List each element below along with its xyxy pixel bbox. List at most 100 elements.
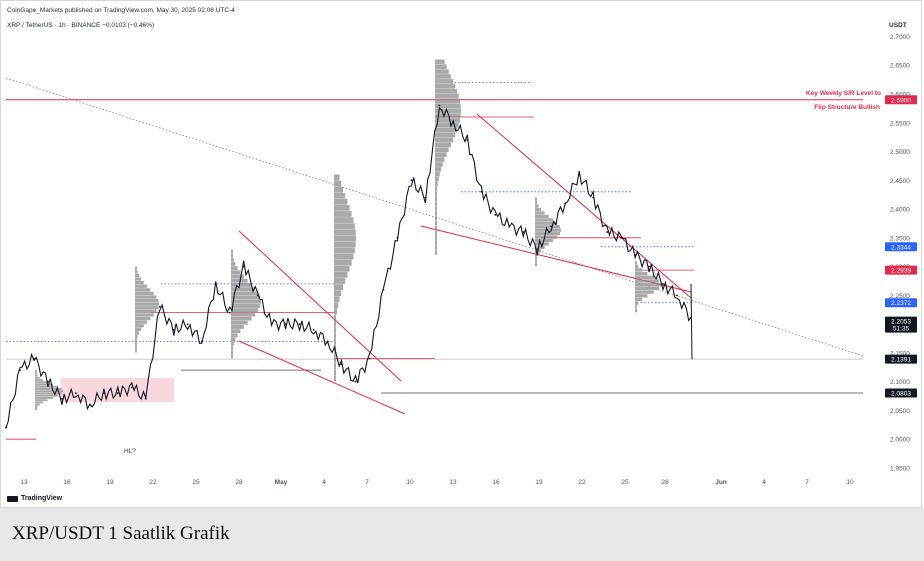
volume-profile-bar xyxy=(435,176,439,182)
volume-profile-bar xyxy=(334,272,348,278)
volume-profile-bar xyxy=(535,242,549,246)
volume-profile-bar xyxy=(135,291,154,296)
volume-profile-bar xyxy=(334,211,352,217)
price-chart[interactable]: 2.7000 2.6500 2.6000 2.5500 2.5000 2.4500 2.40… xyxy=(1,1,923,509)
badge-blue-upper xyxy=(885,242,917,252)
volume-profile-bar xyxy=(435,206,437,211)
volume-profile-bar xyxy=(135,302,159,306)
price-point xyxy=(19,369,21,372)
volume-profile-bar xyxy=(334,363,336,370)
volume-profile-bar xyxy=(435,250,437,255)
volume-profile-bar xyxy=(135,298,159,303)
price-series xyxy=(5,106,692,428)
volume-profile-bar xyxy=(535,225,560,229)
volume-profile-bar xyxy=(231,274,244,279)
volume-profile-bar xyxy=(435,88,458,94)
volume-profile-bar xyxy=(334,296,340,303)
volume-profile-bar xyxy=(334,180,342,187)
price-point xyxy=(312,328,315,331)
wedge-right-upper xyxy=(476,113,692,299)
price-point xyxy=(256,294,259,297)
price-point xyxy=(298,323,301,326)
time-tick-label: 4 xyxy=(762,479,766,486)
volume-profile-bar xyxy=(135,349,137,353)
volume-profile-bar xyxy=(334,375,336,382)
price-point xyxy=(606,231,609,233)
volume-profile-bar xyxy=(35,394,58,397)
volume-profile-bar xyxy=(231,270,241,275)
volume-profile-bar xyxy=(334,241,356,248)
volume-profile-bar xyxy=(231,261,236,266)
volume-profile-bar xyxy=(334,259,352,266)
volume-profile-bar xyxy=(535,221,558,225)
price-point xyxy=(648,265,650,268)
currency-label: USDT xyxy=(889,22,907,29)
volume-profile-bar xyxy=(35,388,62,390)
volume-profile-bar xyxy=(334,302,339,309)
volume-profile-bar xyxy=(435,171,440,177)
volume-profile-bar xyxy=(435,220,437,226)
volume-profile-bar xyxy=(535,256,538,260)
price-point xyxy=(326,340,329,343)
price-point xyxy=(130,386,133,389)
volume-profile-bar xyxy=(635,294,648,298)
caption-bar: XRP/USDT 1 Saatlik Grafik xyxy=(0,508,924,561)
volume-profile-bar xyxy=(334,235,356,242)
badge-red-current xyxy=(885,265,917,275)
volume-profile-bar xyxy=(435,181,438,187)
price-point xyxy=(200,340,203,343)
volume-profile-bar xyxy=(135,266,137,270)
volume-profile-bar xyxy=(535,232,560,236)
volume-profile-bar xyxy=(334,265,350,272)
price-point xyxy=(662,282,664,285)
wedge-left-lower xyxy=(238,340,406,415)
volume-profile-bar xyxy=(635,301,639,305)
time-tick-label: 28 xyxy=(661,479,669,486)
volume-profile-bar xyxy=(435,201,437,206)
volume-profile-bar xyxy=(35,403,40,406)
volume-profile-bar xyxy=(35,385,58,388)
volume-profile-bar xyxy=(135,324,144,328)
volume-profile-bar xyxy=(435,186,438,192)
volume-profile-bar xyxy=(334,332,336,339)
price-point xyxy=(144,398,147,400)
price-point xyxy=(536,248,539,251)
volume-profile-bar xyxy=(35,405,38,408)
time-tick-label: 22 xyxy=(149,479,157,486)
volume-profile-bar xyxy=(231,249,233,254)
volume-profile-bar xyxy=(334,320,336,327)
volume-profile-bar xyxy=(535,197,537,201)
volume-profile-bar xyxy=(231,325,244,329)
volume-profile-bar xyxy=(231,299,261,304)
badge-low-2-text: 2.0803 xyxy=(891,390,911,397)
price-point xyxy=(508,225,511,228)
price-point xyxy=(61,398,63,400)
volume-profile-bar xyxy=(35,376,40,379)
volume-profile-bar xyxy=(535,245,545,250)
volume-profile-bar xyxy=(334,357,336,364)
volume-profile-bar xyxy=(635,308,637,313)
volume-profile-bar xyxy=(435,196,437,201)
key-level-annotation-1: Key Weekly S/R Level to xyxy=(806,90,881,97)
volume-profile-bar xyxy=(435,69,449,74)
volume-profile-bar xyxy=(35,401,44,404)
volume-profile-bar xyxy=(231,350,233,355)
volume-profile-bar xyxy=(535,263,537,267)
time-tick-label: 10 xyxy=(406,479,414,486)
volume-profile-bar xyxy=(231,341,234,346)
volume-profile-bar xyxy=(135,316,151,321)
volume-profile-bar xyxy=(435,59,445,65)
price-point xyxy=(368,357,371,360)
volume-profile-bar xyxy=(231,257,234,262)
time-tick-label: 19 xyxy=(535,479,543,486)
price-point xyxy=(466,139,469,141)
volume-profile-bar xyxy=(435,64,447,69)
volume-profile-bar xyxy=(135,270,138,274)
price-tick-label: 2.4000 xyxy=(890,207,910,214)
time-tick-label: 16 xyxy=(492,479,500,486)
badge-price-countdown: 51:35 xyxy=(893,326,910,333)
time-tick-label: 19 xyxy=(106,479,114,486)
badge-key-level-text: 2.5900 xyxy=(891,97,911,104)
volume-profile-bar xyxy=(535,207,542,212)
volume-profile-bar xyxy=(35,379,44,382)
